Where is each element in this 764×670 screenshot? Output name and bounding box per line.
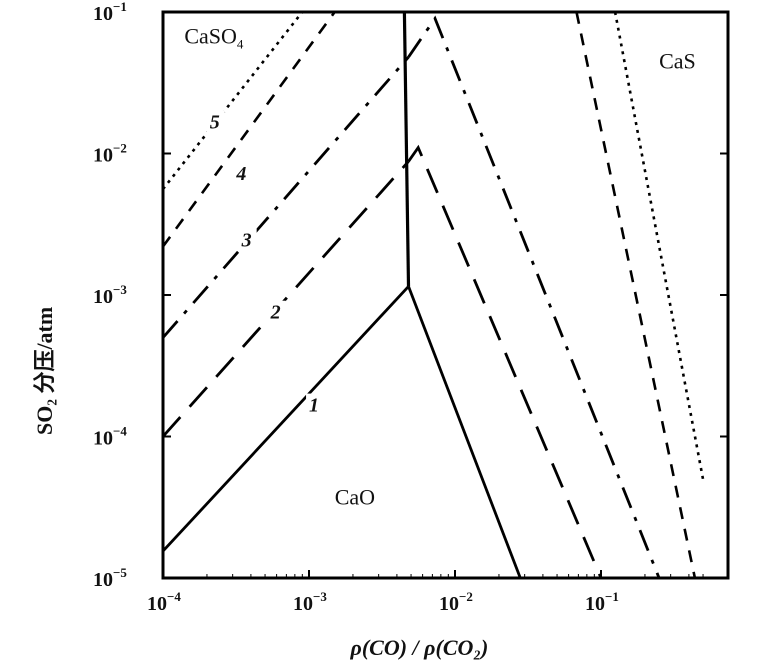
- region-label-caso: CaSO4: [184, 23, 244, 51]
- y-axis-title: SO₂ 分压/atm: [32, 307, 57, 435]
- region-label-cao: CaO: [335, 485, 375, 510]
- series-3-left-line: [163, 56, 410, 339]
- x-tick-label-3: 10−1: [585, 589, 619, 615]
- series-3-label: 3: [241, 230, 252, 252]
- x-tick-label-2: 10−2: [439, 589, 473, 615]
- x-axis-title: ρ(CO) / ρ(CO₂): [350, 635, 489, 660]
- x-tick-label-0: 10−4: [147, 589, 181, 615]
- series-5-label-bg: [206, 110, 225, 135]
- series-1-right-line: [407, 285, 522, 578]
- series-4-label: 4: [235, 163, 246, 185]
- series-3-label-bg: [238, 228, 257, 253]
- region-label-cas: CaS: [659, 48, 696, 73]
- series-4-left-line: [163, 12, 336, 248]
- series-1-label: 1: [309, 395, 319, 417]
- series-2-right-line: [407, 144, 603, 578]
- series-4-label-bg: [233, 161, 252, 186]
- series-3-right-line: [407, 15, 661, 578]
- y-tick-label-1: 10−2: [93, 141, 127, 167]
- series-5-left-line: [163, 12, 304, 190]
- series-5-label: 5: [210, 112, 220, 134]
- series-2-label-bg: [267, 300, 286, 325]
- series-1-left-line: [163, 285, 410, 553]
- x-tick-label-1: 10−3: [293, 589, 327, 615]
- y-tick-label-4: 10−5: [93, 565, 127, 591]
- series-2-label: 2: [270, 302, 281, 324]
- series-2-left-line: [163, 160, 410, 438]
- series-1-label-bg: [306, 393, 325, 418]
- y-tick-label-2: 10−3: [93, 282, 127, 308]
- series-4-right-line: [575, 12, 697, 578]
- y-tick-label-3: 10−4: [93, 424, 127, 450]
- plot-frame: [161, 10, 730, 580]
- boundary-caso4-cas: [402, 12, 411, 287]
- y-tick-label-0: 10−1: [93, 0, 127, 25]
